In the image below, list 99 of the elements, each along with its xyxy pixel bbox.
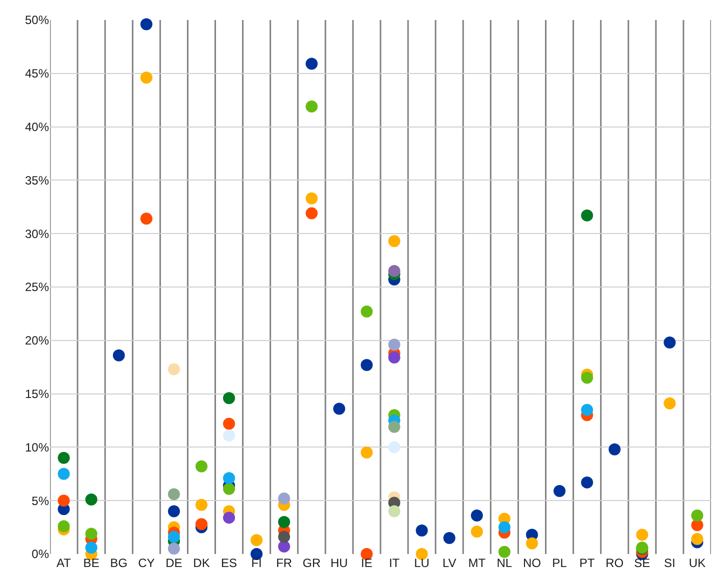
point xyxy=(443,532,456,544)
point xyxy=(195,518,208,530)
point xyxy=(112,349,125,362)
point xyxy=(360,358,373,371)
point xyxy=(360,446,373,459)
point xyxy=(195,498,208,511)
point xyxy=(306,100,318,113)
x-tick-label: FI xyxy=(251,556,262,570)
point xyxy=(140,212,152,225)
point xyxy=(58,452,70,464)
point xyxy=(306,207,318,220)
x-tick-label: IE xyxy=(361,556,372,570)
y-tick-label: 15% xyxy=(24,387,50,401)
point xyxy=(168,530,180,543)
point xyxy=(608,443,621,456)
x-tick-label: RO xyxy=(606,556,624,570)
point xyxy=(306,58,318,70)
point xyxy=(388,441,400,454)
point xyxy=(306,192,318,204)
point xyxy=(58,520,70,532)
x-tick-label: GR xyxy=(302,556,321,570)
point xyxy=(278,516,290,528)
point xyxy=(223,472,236,484)
x-tick-label: PL xyxy=(552,556,568,570)
x-tick-label: FR xyxy=(276,556,292,570)
y-tick-label: 10% xyxy=(24,440,50,454)
x-tick-label: NO xyxy=(522,556,541,570)
x-tick-label: BG xyxy=(110,556,128,570)
x-tick-label: LV xyxy=(442,556,456,570)
point xyxy=(526,537,538,550)
point xyxy=(195,460,208,472)
x-tick-label: SI xyxy=(664,556,676,570)
x-tick-label: AT xyxy=(56,556,72,570)
x-tick-label: PT xyxy=(579,556,596,570)
point xyxy=(581,209,594,222)
point xyxy=(333,402,346,415)
point xyxy=(58,494,70,507)
point xyxy=(140,72,152,84)
x-tick-label: DE xyxy=(166,556,182,570)
point xyxy=(168,505,180,518)
point xyxy=(168,363,180,376)
point xyxy=(58,468,70,480)
x-tick-label: UK xyxy=(688,556,706,570)
point xyxy=(250,534,263,546)
x-tick-label: LU xyxy=(414,556,430,570)
x-tick-label: DK xyxy=(193,556,210,570)
point xyxy=(85,494,98,506)
point xyxy=(691,533,704,546)
point xyxy=(388,264,400,277)
point xyxy=(168,488,180,500)
x-tick-label: ES xyxy=(221,556,238,570)
point xyxy=(278,492,290,504)
y-tick-label: 35% xyxy=(24,173,50,188)
point xyxy=(498,546,510,558)
point xyxy=(360,306,373,318)
point xyxy=(691,510,704,522)
point xyxy=(223,418,236,430)
point xyxy=(388,338,400,351)
point xyxy=(250,548,263,560)
point xyxy=(223,429,236,442)
point xyxy=(416,524,428,536)
point xyxy=(360,548,373,560)
point xyxy=(388,235,400,248)
x-tick-label: CY xyxy=(138,556,155,570)
y-tick-label: 5% xyxy=(32,494,50,508)
x-tick-label: HU xyxy=(330,556,348,570)
point xyxy=(664,336,676,349)
x-tick-label: IT xyxy=(388,556,400,570)
point xyxy=(581,372,594,384)
x-tick-label: SE xyxy=(634,556,650,570)
point xyxy=(581,476,594,488)
point xyxy=(554,484,566,497)
point xyxy=(223,482,236,495)
point xyxy=(388,505,400,518)
point xyxy=(664,397,676,410)
point xyxy=(388,351,400,364)
y-tick-label: 40% xyxy=(24,120,50,134)
point xyxy=(581,404,594,416)
y-tick-label: 0% xyxy=(32,547,50,562)
x-tick-label: BE xyxy=(83,556,100,570)
point xyxy=(85,528,98,540)
y-tick-label: 30% xyxy=(24,226,50,241)
point xyxy=(498,521,510,534)
point xyxy=(470,526,483,538)
point xyxy=(470,510,483,522)
y-tick-label: 45% xyxy=(24,66,50,81)
point xyxy=(223,392,236,404)
point xyxy=(388,420,400,433)
x-tick-label: MT xyxy=(468,556,486,570)
point xyxy=(168,542,180,555)
y-tick-label: 50% xyxy=(24,13,50,28)
point xyxy=(636,528,648,541)
y-tick-label: 25% xyxy=(24,280,50,294)
y-tick-label: 20% xyxy=(24,334,50,348)
point xyxy=(278,530,290,543)
x-tick-label: NL xyxy=(496,556,512,570)
point xyxy=(223,512,236,524)
point xyxy=(85,542,98,554)
point xyxy=(140,18,152,30)
